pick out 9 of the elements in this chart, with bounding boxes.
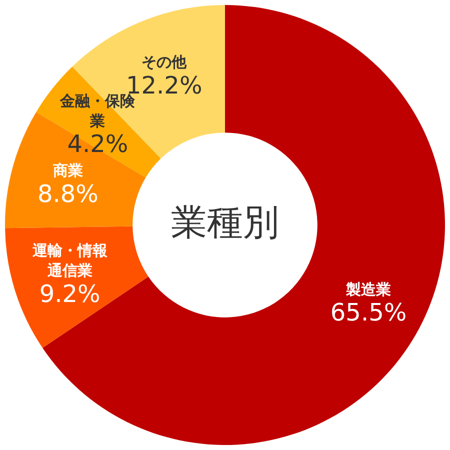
data-label: 8.8% (38, 180, 98, 208)
slice-label: 運輸・情報通信業 (31, 241, 108, 280)
slice-label: 商業 (52, 162, 83, 180)
slice-label: 製造業 (345, 280, 392, 298)
data-label: 65.5% (330, 298, 407, 327)
data-label: 4.2% (67, 130, 128, 158)
slice-label: その他 (142, 53, 188, 72)
text: 業種別 (171, 202, 279, 244)
data-label: 9.2% (39, 280, 100, 308)
